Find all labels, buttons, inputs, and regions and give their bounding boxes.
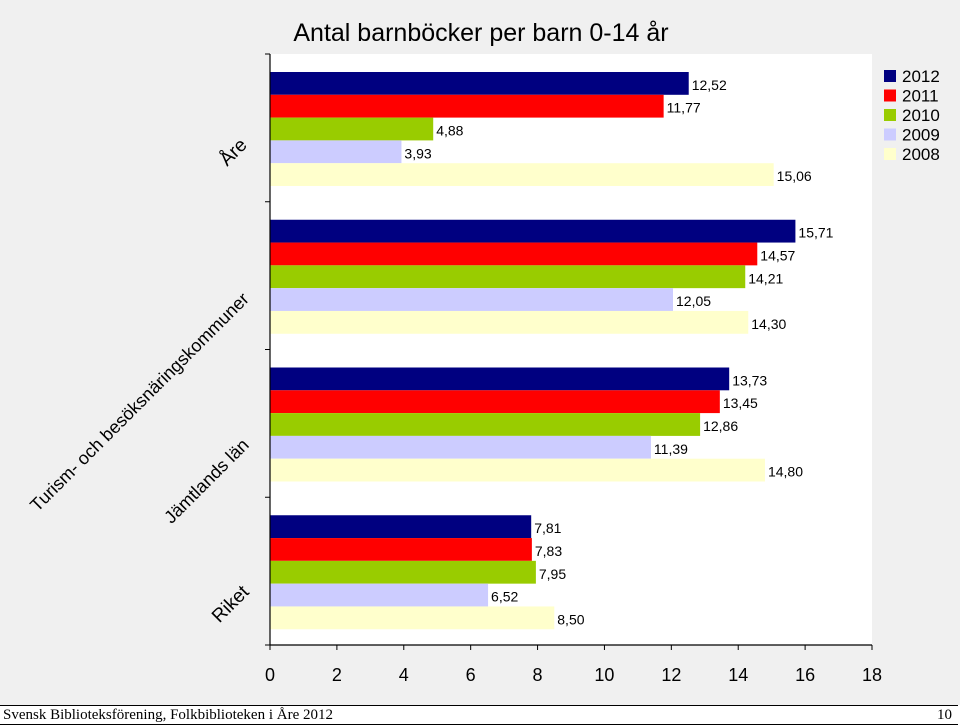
data-label-2010-2: 14,21 <box>748 270 783 286</box>
bar-2010-1 <box>270 117 434 141</box>
legend-label-2011: 2011 <box>902 87 939 106</box>
bar-2008-3 <box>270 458 765 482</box>
page-number: 10 <box>937 707 952 723</box>
x-tick-label: 4 <box>399 665 409 685</box>
data-label-2009-4: 6,52 <box>491 589 518 605</box>
x-tick-label: 8 <box>533 665 543 685</box>
legend-swatch-2011 <box>884 89 896 102</box>
data-label-2011-2: 14,57 <box>760 247 795 263</box>
bar-2012-4 <box>270 515 532 539</box>
legend-swatch-2012 <box>884 70 896 82</box>
data-label-2012-3: 13,73 <box>732 372 767 388</box>
x-tick-label: 18 <box>862 665 882 685</box>
bar-2008-2 <box>270 310 749 334</box>
data-label-2009-3: 11,39 <box>654 441 688 457</box>
bar-2009-3 <box>270 435 651 459</box>
footer: Svensk Biblioteksförening, Folkbibliotek… <box>0 705 958 725</box>
bar-2008-1 <box>270 163 774 186</box>
x-tick-label: 16 <box>795 665 815 685</box>
x-tick-label: 6 <box>466 665 476 685</box>
category-label-1: Åre <box>216 135 252 171</box>
x-tick-label: 0 <box>265 665 275 685</box>
bar-2011-3 <box>270 390 720 414</box>
bar-2011-4 <box>270 538 532 561</box>
chart-title: Antal barnböcker per barn 0-14 år <box>293 19 668 47</box>
x-tick-label: 10 <box>594 665 614 685</box>
footer-source: Svensk Biblioteksförening, Folkbibliotek… <box>3 707 333 723</box>
data-label-2010-1: 4,88 <box>436 123 463 139</box>
bar-chart: Antal barnböcker per barn 0-14 år 12,52 1… <box>26 19 940 685</box>
x-tick-label: 2 <box>332 665 342 685</box>
bar-2011-1 <box>270 94 664 118</box>
data-label-2011-4: 7,83 <box>535 543 562 559</box>
category-label-4: Riket <box>208 581 254 627</box>
data-label-2012-4: 7,81 <box>534 520 561 536</box>
legend-swatch-2008 <box>884 148 896 160</box>
bar-2009-4 <box>270 583 489 607</box>
x-tick-label: 12 <box>661 665 681 685</box>
data-label-2011-3: 13,45 <box>723 395 758 411</box>
legend-label-2008: 2008 <box>902 145 940 164</box>
legend-swatch-2010 <box>884 109 896 121</box>
data-label-2008-2: 14,30 <box>751 316 786 332</box>
x-tick-label: 14 <box>728 665 748 685</box>
data-label-2012-2: 15,71 <box>798 225 833 241</box>
data-label-2008-1: 15,06 <box>777 168 812 184</box>
legend-label-2012: 2012 <box>902 67 940 86</box>
bar-2010-2 <box>270 265 746 289</box>
legend-swatch-2009 <box>884 128 896 141</box>
category-label-3: Jämtlands län <box>160 435 253 528</box>
legend-label-2009: 2009 <box>902 126 940 145</box>
bar-2008-4 <box>270 606 555 630</box>
bar-2009-2 <box>270 288 674 311</box>
data-label-2008-4: 8,50 <box>557 611 584 627</box>
data-label-2009-2: 12,05 <box>676 293 711 309</box>
bar-2011-2 <box>270 242 758 266</box>
legend-label-2010: 2010 <box>902 106 940 125</box>
data-label-2008-3: 14,80 <box>768 464 803 480</box>
data-label-2012-1: 12,52 <box>692 77 727 93</box>
data-label-2009-1: 3,93 <box>404 145 431 161</box>
bar-2010-3 <box>270 413 701 436</box>
chart-area: Antal barnböcker per barn 0-14 år 12,52 1… <box>0 0 960 705</box>
bar-2010-4 <box>270 560 536 584</box>
bar-2012-3 <box>270 367 730 391</box>
data-label-2010-4: 7,95 <box>539 566 566 582</box>
bar-2012-1 <box>270 72 689 95</box>
bar-2012-2 <box>270 219 796 243</box>
data-label-2011-1: 11,77 <box>667 100 701 116</box>
data-label-2010-3: 12,86 <box>703 418 738 434</box>
bar-2009-1 <box>270 140 402 164</box>
